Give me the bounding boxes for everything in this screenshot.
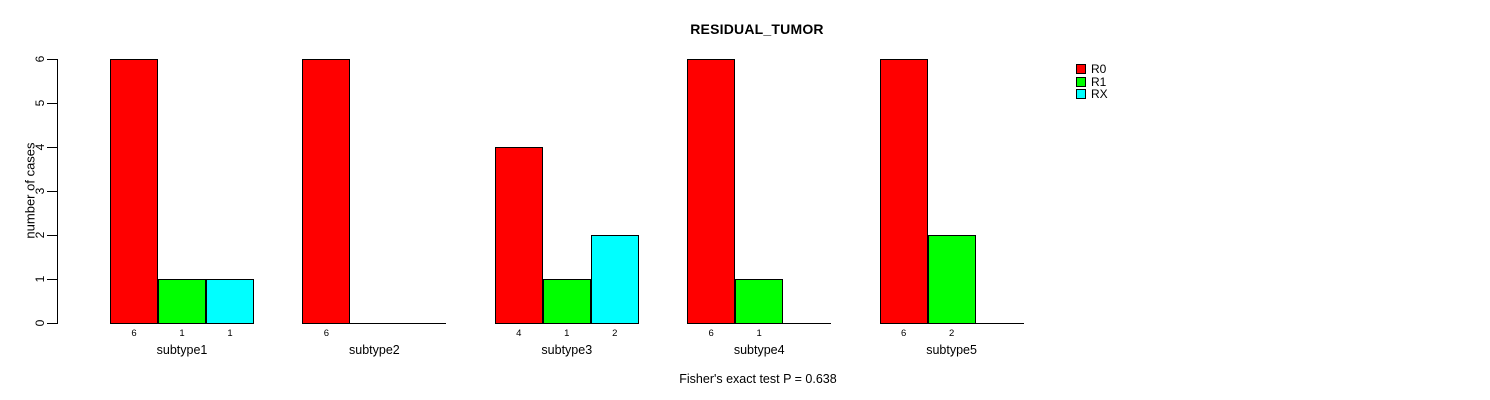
y-tick <box>47 191 57 192</box>
bar-value-label: 6 <box>131 328 137 339</box>
y-tick-label: 3 <box>33 187 47 195</box>
y-tick <box>47 323 57 324</box>
bar-value-label: 1 <box>564 328 570 339</box>
bar-r0-subtype5 <box>879 59 928 324</box>
bar-r1-subtype3 <box>542 279 591 324</box>
bar-value-label: 1 <box>227 328 233 339</box>
bar-rx-subtype3 <box>590 235 639 324</box>
bar-r0-subtype3 <box>494 147 543 324</box>
bar-r1-subtype4 <box>735 279 784 324</box>
category-label: subtype1 <box>156 343 208 357</box>
bar-r0-subtype4 <box>687 59 736 324</box>
group-baseline <box>302 323 447 324</box>
legend-swatch-rx <box>1076 89 1086 99</box>
bar-r1-subtype5 <box>927 235 976 324</box>
bar-value-label: 1 <box>756 328 762 339</box>
y-tick <box>47 235 57 236</box>
y-tick-label: 0 <box>33 319 47 327</box>
y-tick-label: 1 <box>33 275 47 283</box>
legend-label: R0 <box>1091 62 1107 76</box>
legend-label: RX <box>1091 87 1108 101</box>
y-tick <box>47 279 57 280</box>
bar-rx-subtype1 <box>206 279 254 324</box>
y-tick <box>47 147 57 148</box>
bar-r0-subtype2 <box>302 59 351 324</box>
bar-value-label: 6 <box>900 328 907 339</box>
legend-swatch-r1 <box>1076 76 1086 87</box>
category-label: subtype3 <box>541 343 593 357</box>
y-tick-label: 4 <box>33 143 47 151</box>
bar-value-label: 2 <box>948 328 955 339</box>
bar-value-label: 6 <box>708 328 714 339</box>
category-label: subtype5 <box>926 343 977 357</box>
y-tick <box>47 59 57 60</box>
legend-label: R1 <box>1091 74 1107 89</box>
chart-title: RESIDUAL_TUMOR <box>690 21 824 37</box>
legend-swatch-r0 <box>1076 64 1086 74</box>
bar-r1-subtype1 <box>158 279 206 324</box>
stat-test-caption: Fisher's exact test P = 0.638 <box>679 372 837 386</box>
bar-value-label: 4 <box>516 328 522 339</box>
y-tick-label: 2 <box>33 231 47 239</box>
bar-value-label: 6 <box>323 328 330 339</box>
y-tick <box>47 103 57 104</box>
category-label: subtype4 <box>733 343 785 357</box>
bar-value-label: 1 <box>179 328 185 339</box>
bar-value-label: 2 <box>612 328 618 339</box>
y-tick-label: 5 <box>33 99 47 107</box>
y-axis-line <box>57 59 58 324</box>
y-tick-label: 6 <box>33 55 47 63</box>
category-label: subtype2 <box>349 343 400 357</box>
bar-r0-subtype1 <box>110 59 158 324</box>
